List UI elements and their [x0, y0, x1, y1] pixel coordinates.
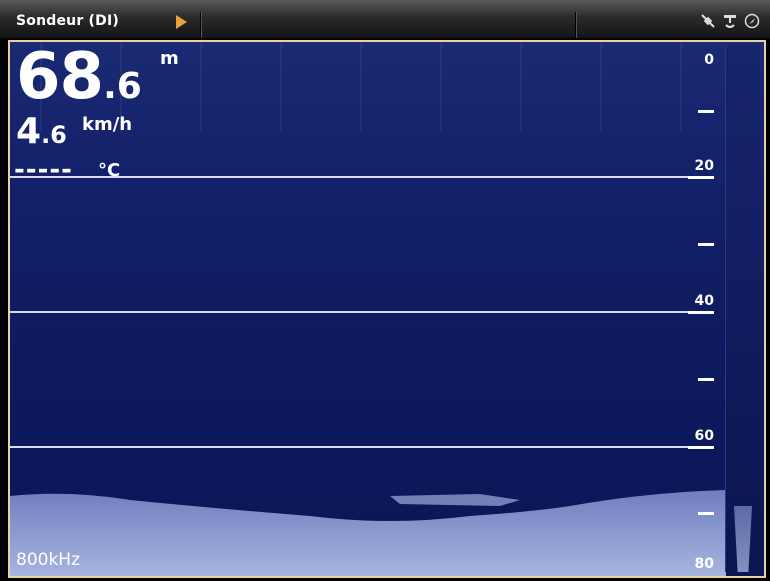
- speed-readout: 4.6: [16, 112, 67, 152]
- view-title[interactable]: Sondeur (DI): [16, 13, 119, 29]
- status-icons: [700, 13, 760, 29]
- water-temperature-value: -----: [14, 155, 73, 185]
- depth-label-80: 80: [694, 556, 714, 572]
- water-column-noise: [10, 42, 722, 132]
- amplitude-bottom-return: [734, 506, 752, 572]
- minor-tick: [698, 243, 714, 246]
- compass-icon: [744, 13, 760, 29]
- minor-tick: [698, 110, 714, 113]
- minor-tick: [698, 512, 714, 515]
- divider: [575, 12, 577, 38]
- speed-integer: 4: [16, 111, 42, 152]
- sonar-transducer-icon: [724, 15, 736, 28]
- major-tick: [688, 176, 714, 179]
- amplitude-scope: [725, 46, 760, 572]
- depth-readout: 68.6: [16, 42, 142, 112]
- major-tick: [688, 311, 714, 314]
- sonar-frequency: 800kHz: [16, 550, 80, 570]
- depth-label-40: 40: [694, 293, 714, 309]
- depth-gridline: [10, 446, 692, 448]
- speed-unit: km/h: [82, 114, 133, 135]
- depth-integer: 68: [16, 40, 104, 114]
- depth-label-0: 0: [704, 52, 714, 68]
- major-tick: [688, 446, 714, 449]
- temperature-unit: °C: [98, 160, 121, 181]
- top-status-bar: Sondeur (DI): [0, 0, 770, 39]
- depth-unit: m: [160, 48, 179, 69]
- view-menu-arrow-icon[interactable]: [176, 15, 187, 29]
- sonar-display[interactable]: 0 20 40 60 80 68.6 m 4.6 km/h ----- °C 8…: [8, 40, 766, 578]
- divider: [200, 12, 202, 38]
- depth-gridline: [10, 176, 692, 178]
- depth-label-60: 60: [694, 428, 714, 444]
- seabed-return: [10, 490, 726, 576]
- depth-decimal: .6: [103, 66, 142, 107]
- minor-tick: [698, 378, 714, 381]
- speed-decimal: .6: [41, 121, 67, 149]
- depth-gridline: [10, 311, 692, 313]
- gps-satellite-icon: [701, 14, 715, 28]
- depth-label-20: 20: [694, 158, 714, 174]
